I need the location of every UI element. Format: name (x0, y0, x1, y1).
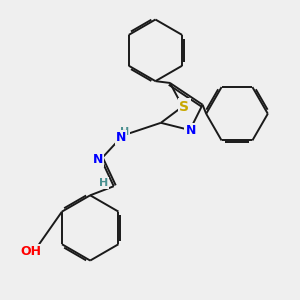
Text: S: S (179, 100, 189, 113)
Text: N: N (116, 131, 126, 144)
Text: OH: OH (20, 245, 41, 258)
Text: N: N (93, 153, 104, 166)
Text: H: H (120, 127, 129, 137)
Text: H: H (99, 178, 108, 188)
Text: N: N (185, 124, 196, 137)
